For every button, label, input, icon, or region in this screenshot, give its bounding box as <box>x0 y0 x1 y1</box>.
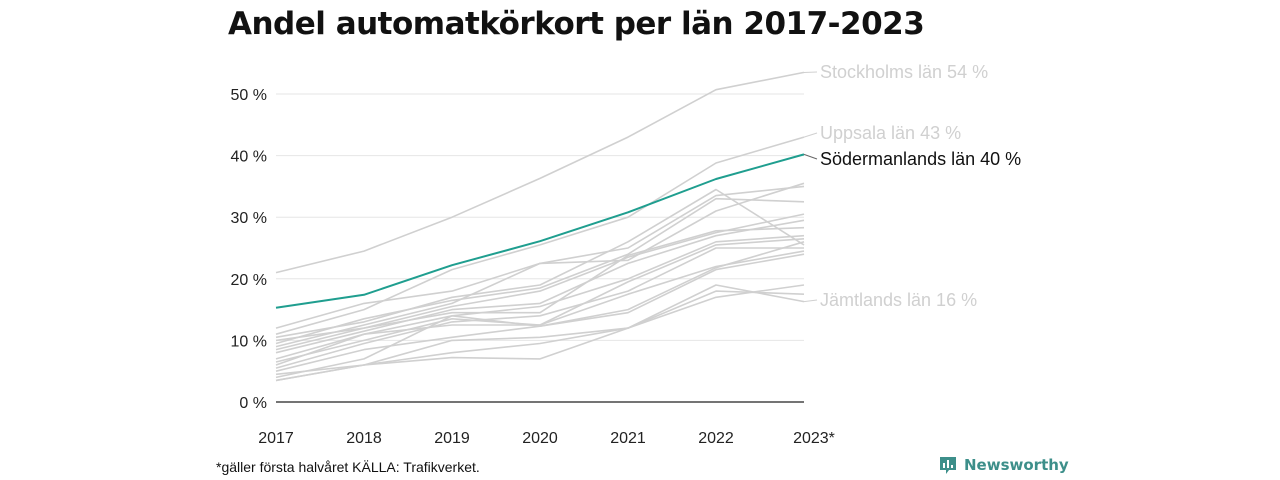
series-line-län-c <box>275 197 805 345</box>
y-tick-label: 40 % <box>231 149 267 166</box>
series-line-södermanlands-län <box>275 153 805 309</box>
series-line-län-j <box>275 247 804 369</box>
x-tick-label: 2022 <box>698 430 734 447</box>
series-line-län-k <box>275 250 805 366</box>
y-tick-label: 30 % <box>231 210 267 227</box>
x-axis-ticks: 2017 2018 2019 2020 2021 2022 2023* <box>258 430 835 447</box>
series-line-uppsala-län <box>275 136 805 335</box>
label-connector <box>803 299 818 303</box>
bar-chart-speech-bubble-icon <box>940 457 956 474</box>
source-footnote: *gäller första halvåret KÄLLA: Trafikver… <box>216 459 480 475</box>
series-line-län-o <box>275 290 805 376</box>
series-label: Uppsala län 43 % <box>820 123 961 143</box>
series-line-län-b <box>275 188 805 339</box>
x-tick-label: 2017 <box>258 430 294 447</box>
y-tick-label: 50 % <box>231 87 267 104</box>
label-connector <box>803 153 818 160</box>
x-tick-label: 2020 <box>522 430 558 447</box>
brand-name: Newsworthy <box>964 456 1069 474</box>
x-tick-label: 2018 <box>346 430 382 447</box>
y-tick-label: 20 % <box>231 272 267 289</box>
series-label: Södermanlands län 40 % <box>820 149 1021 169</box>
series-line-län-m <box>275 253 805 372</box>
y-tick-label: 0 % <box>239 395 267 412</box>
x-tick-label: 2023* <box>793 430 835 447</box>
chart-title: Andel automatkörkort per län 2017-2023 <box>228 6 925 42</box>
series-lines <box>275 71 805 382</box>
label-connector <box>803 132 818 138</box>
y-tick-label: 10 % <box>231 333 267 350</box>
series-line-län-f <box>275 219 805 354</box>
series-label: Jämtlands län 16 % <box>820 290 977 310</box>
series-label: Stockholms län 54 % <box>820 62 988 82</box>
x-tick-label: 2019 <box>434 430 470 447</box>
series-line-län-g <box>275 226 805 342</box>
series-line-stockholms-län <box>275 71 805 274</box>
brand-logo: Newsworthy <box>938 455 1069 475</box>
series-line-län-d <box>275 182 805 348</box>
series-labels: Stockholms län 54 % Uppsala län 43 % Söder… <box>803 62 1021 310</box>
series-line-län-l <box>275 241 805 379</box>
y-axis-ticks: 0 % 10 % 20 % 30 % 40 % 50 % <box>231 87 267 412</box>
x-tick-label: 2021 <box>610 430 646 447</box>
